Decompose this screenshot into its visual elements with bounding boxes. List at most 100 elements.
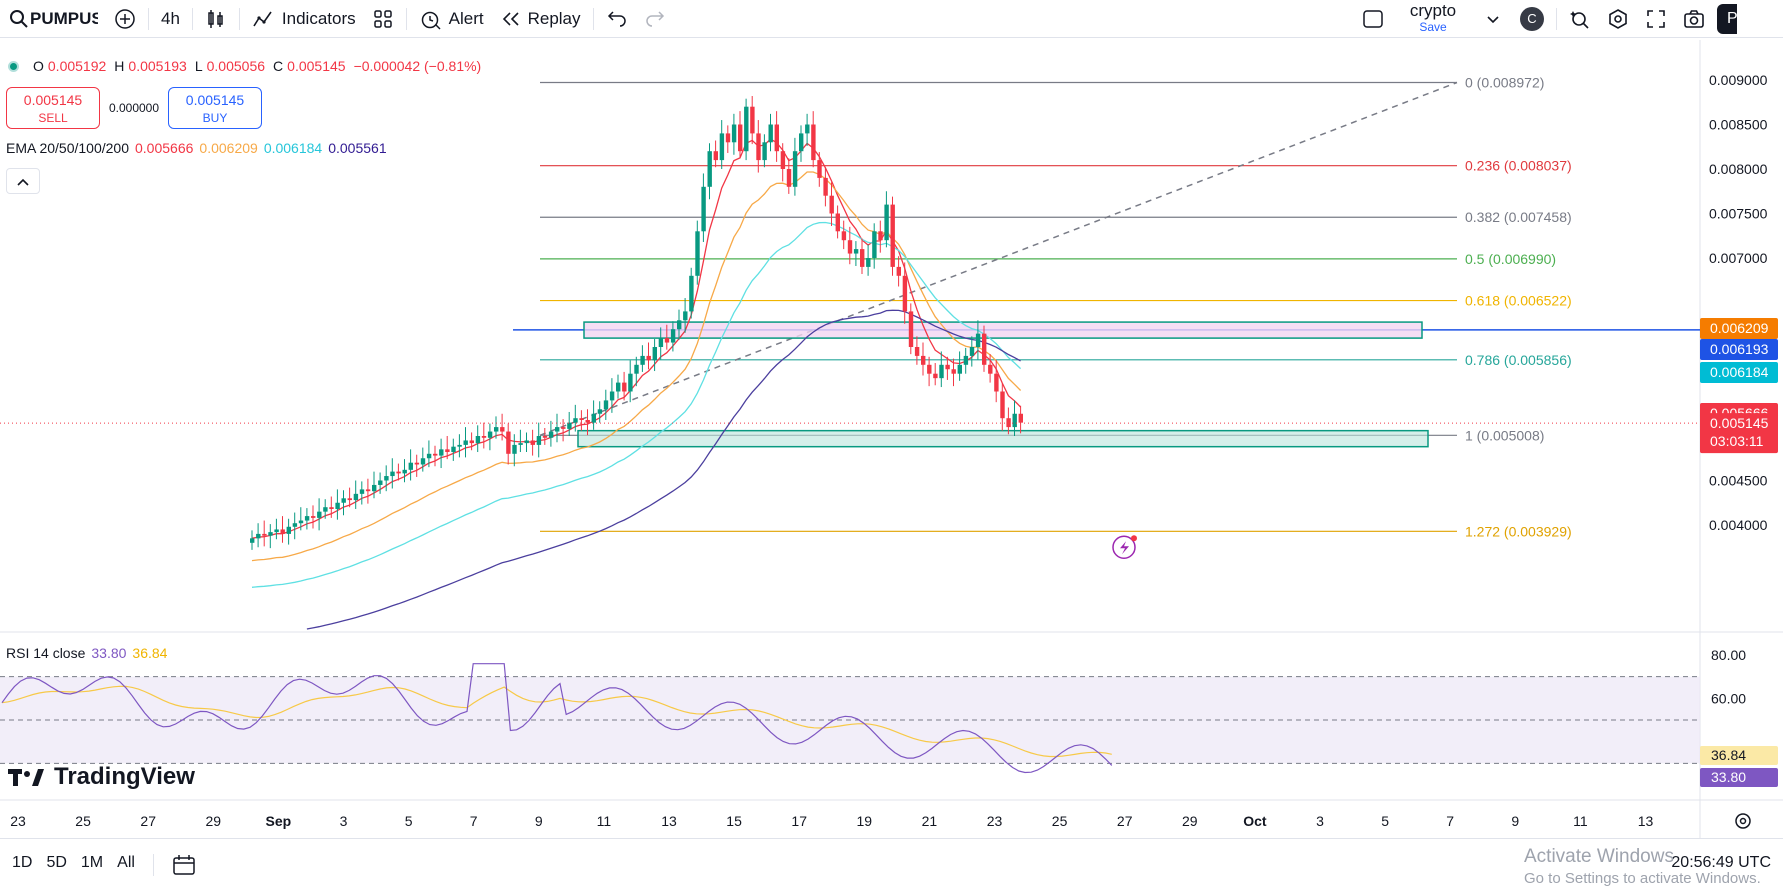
time-tick: 5 [405,813,413,829]
candle-body [518,443,522,445]
candle-body [769,125,773,143]
time-axis[interactable]: 23 25 27 29 Sep 3 5 7 9 11 13 15 17 19 21 23 25 27 29 Oct 3 5… [0,800,1783,829]
resistance-zone[interactable] [584,322,1422,338]
price-tick: 0.007000 [1709,250,1768,266]
candle-body [604,400,608,409]
layout-menu-button[interactable] [1474,0,1512,38]
sell-price: 0.005145 [7,91,99,109]
settings-button[interactable] [1599,0,1637,38]
avatar: C [1520,7,1544,31]
candle-body [525,440,529,443]
candle-body [403,470,407,474]
candle-body [342,498,346,502]
candle-body [805,125,809,134]
candle-body [762,142,766,160]
templates-button[interactable] [364,0,402,38]
candle-body [921,356,925,365]
price-tick: 0.008000 [1709,161,1768,177]
range-5d[interactable]: 5D [46,854,66,876]
open-label: O [33,58,44,74]
candle-body [537,436,541,445]
support-zone[interactable] [578,431,1428,447]
calendar-icon[interactable] [172,854,196,876]
indicators-button[interactable]: Indicators [244,0,364,38]
candle-body [464,440,468,444]
square-icon [1362,8,1384,30]
last-price-value: 0.005145 [1710,415,1769,431]
candle-body [445,449,449,452]
candle-body [616,383,620,392]
undo-button[interactable] [598,0,636,38]
rsi-legend[interactable]: RSI 14 close 33.80 36.84 [6,645,167,661]
spread-value: 0.000000 [108,101,160,115]
candle-body [433,454,437,456]
price-tick: 0.007500 [1709,206,1768,222]
compare-button[interactable] [106,0,144,38]
user-avatar[interactable]: C [1512,0,1552,38]
candle-body [799,133,803,151]
alarm-clock-icon [419,8,441,30]
candle-body [543,436,547,438]
ema50-value: 0.006209 [199,140,257,156]
rsi-label: RSI 14 close [6,645,85,661]
candle-body [903,276,907,312]
price-tick: 0.004500 [1709,473,1768,489]
candle-body [409,463,413,470]
fib-level-label: 0.786 (0.005856) [1465,352,1572,368]
candle-body [293,523,297,527]
axis-settings-icon[interactable] [1736,814,1750,828]
range-all[interactable]: All [117,854,135,876]
alert-button[interactable]: Alert [411,0,492,38]
lightning-icon[interactable] [1113,535,1137,558]
collapse-legend-button[interactable] [6,168,40,194]
candle-body [823,178,827,196]
layout-name-button[interactable]: crypto Save [1392,0,1474,38]
candle-body [726,133,730,142]
chart-type-button[interactable] [197,0,235,38]
indicators-label: Indicators [282,9,356,29]
candle-body [579,418,583,420]
snapshot-button[interactable] [1675,0,1713,38]
time-tick: 25 [75,813,91,829]
buy-label: BUY [169,109,261,127]
candle-body [1000,392,1004,419]
layout-toggle-button[interactable] [1354,0,1392,38]
divider [406,8,407,30]
range-1m[interactable]: 1M [81,854,103,876]
symbol-search[interactable]: PUMPUSD [0,0,106,38]
candle-body [933,374,937,378]
time-tick: Sep [266,813,292,829]
candle-body [488,432,492,438]
candle-body [305,516,309,520]
time-tick: 5 [1381,813,1389,829]
chart-canvas[interactable]: 0 (0.008972) 0.236 (0.008037) 0.382 (0.007… [0,40,1783,838]
quick-search-button[interactable] [1561,0,1599,38]
fib-level-label: 0 (0.008972) [1465,74,1544,90]
ema-label: EMA 20/50/100/200 [6,140,129,156]
sell-button[interactable]: 0.005145 SELL [6,87,100,129]
range-1d[interactable]: 1D [12,854,32,876]
candle-body [720,133,724,160]
candle-body [647,356,651,360]
candle-body [476,436,480,443]
interval-button[interactable]: 4h [153,0,188,38]
low-label: L [195,58,203,74]
candle-body [439,449,443,455]
fullscreen-button[interactable] [1637,0,1675,38]
rsi-ma-tag-label: 36.84 [1711,747,1746,763]
candle-body [311,516,315,518]
price-tick: 0.008500 [1709,117,1768,133]
ema-legend[interactable]: EMA 20/50/100/200 0.005666 0.006209 0.00… [6,140,387,156]
candle-body [811,125,815,161]
publish-button[interactable]: Pu [1713,0,1737,38]
fib-level-label: 1.272 (0.003929) [1465,523,1572,539]
replay-button[interactable]: Replay [492,0,589,38]
grid-icon [372,8,394,30]
candle-body [274,529,278,532]
chevron-down-icon [1482,8,1504,30]
redo-button[interactable] [636,0,674,38]
buy-button[interactable]: 0.005145 BUY [168,87,262,129]
search-sparkle-icon [1569,8,1591,30]
candle-body [634,365,638,374]
candle-body [482,436,486,438]
